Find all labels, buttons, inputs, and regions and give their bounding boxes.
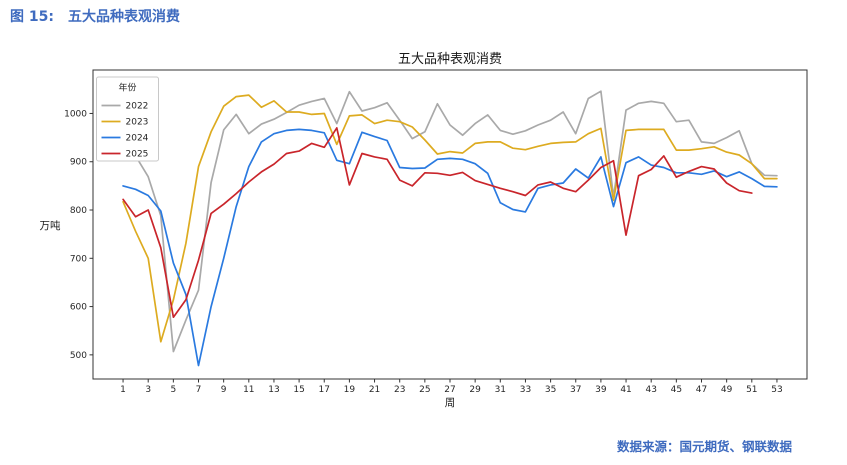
- series-line-2022: [122, 90, 778, 353]
- x-tick-label: 7: [196, 385, 202, 395]
- series-line-2024: [122, 128, 778, 367]
- y-axis-label: 万吨: [40, 219, 61, 232]
- data-source-note: 数据来源：国元期货、钢联数据: [616, 439, 792, 454]
- x-tick-label: 29: [469, 385, 481, 395]
- legend-title: 年份: [118, 82, 136, 94]
- legend-label-2025: 2025: [126, 150, 149, 160]
- x-tick-label: 41: [620, 385, 631, 395]
- figure-number: 图 15:: [10, 9, 54, 25]
- y-tick-label: 800: [70, 206, 87, 216]
- x-tick-label: 17: [319, 385, 330, 395]
- legend-label-2023: 2023: [126, 118, 149, 128]
- x-tick-label: 51: [746, 385, 757, 395]
- x-tick-label: 53: [771, 385, 782, 395]
- x-tick-label: 35: [545, 385, 556, 395]
- plot-area: [92, 69, 808, 380]
- x-tick-label: 31: [495, 385, 506, 395]
- x-tick-label: 39: [595, 385, 607, 395]
- figure-caption: 图 15: 五大品种表观消费: [10, 6, 180, 26]
- y-tick-label: 700: [70, 254, 87, 264]
- x-tick-label: 11: [243, 385, 254, 395]
- y-tick-label: 600: [70, 303, 87, 313]
- x-tick-label: 19: [344, 385, 356, 395]
- x-tick-label: 37: [570, 385, 581, 395]
- x-tick-label: 43: [645, 385, 656, 395]
- x-tick-label: 13: [268, 385, 279, 395]
- legend-box: [96, 76, 159, 162]
- series-line-2023: [122, 94, 778, 343]
- y-tick-label: 1000: [64, 109, 87, 119]
- x-axis-label: 周: [445, 397, 456, 409]
- x-tick-label: 3: [145, 385, 151, 395]
- x-tick-label: 47: [696, 385, 707, 395]
- x-tick-label: 45: [671, 385, 682, 395]
- series-line-2025: [122, 127, 753, 319]
- chart-title: 五大品种表观消费: [398, 52, 502, 67]
- x-tick-label: 5: [170, 385, 176, 395]
- x-tick-label: 1: [120, 385, 126, 395]
- y-tick-label: 500: [70, 351, 87, 361]
- x-tick-label: 27: [444, 385, 455, 395]
- x-tick-label: 23: [394, 385, 405, 395]
- x-tick-label: 21: [369, 385, 380, 395]
- x-tick-label: 25: [419, 385, 430, 395]
- x-tick-label: 33: [520, 385, 531, 395]
- y-tick-label: 900: [70, 158, 87, 168]
- figure-caption-title: 五大品种表观消费: [67, 9, 180, 25]
- x-tick-label: 15: [293, 385, 304, 395]
- legend-label-2022: 2022: [126, 102, 149, 112]
- x-tick-label: 9: [221, 385, 227, 395]
- legend-label-2024: 2024: [126, 134, 149, 144]
- x-tick-label: 49: [721, 385, 733, 395]
